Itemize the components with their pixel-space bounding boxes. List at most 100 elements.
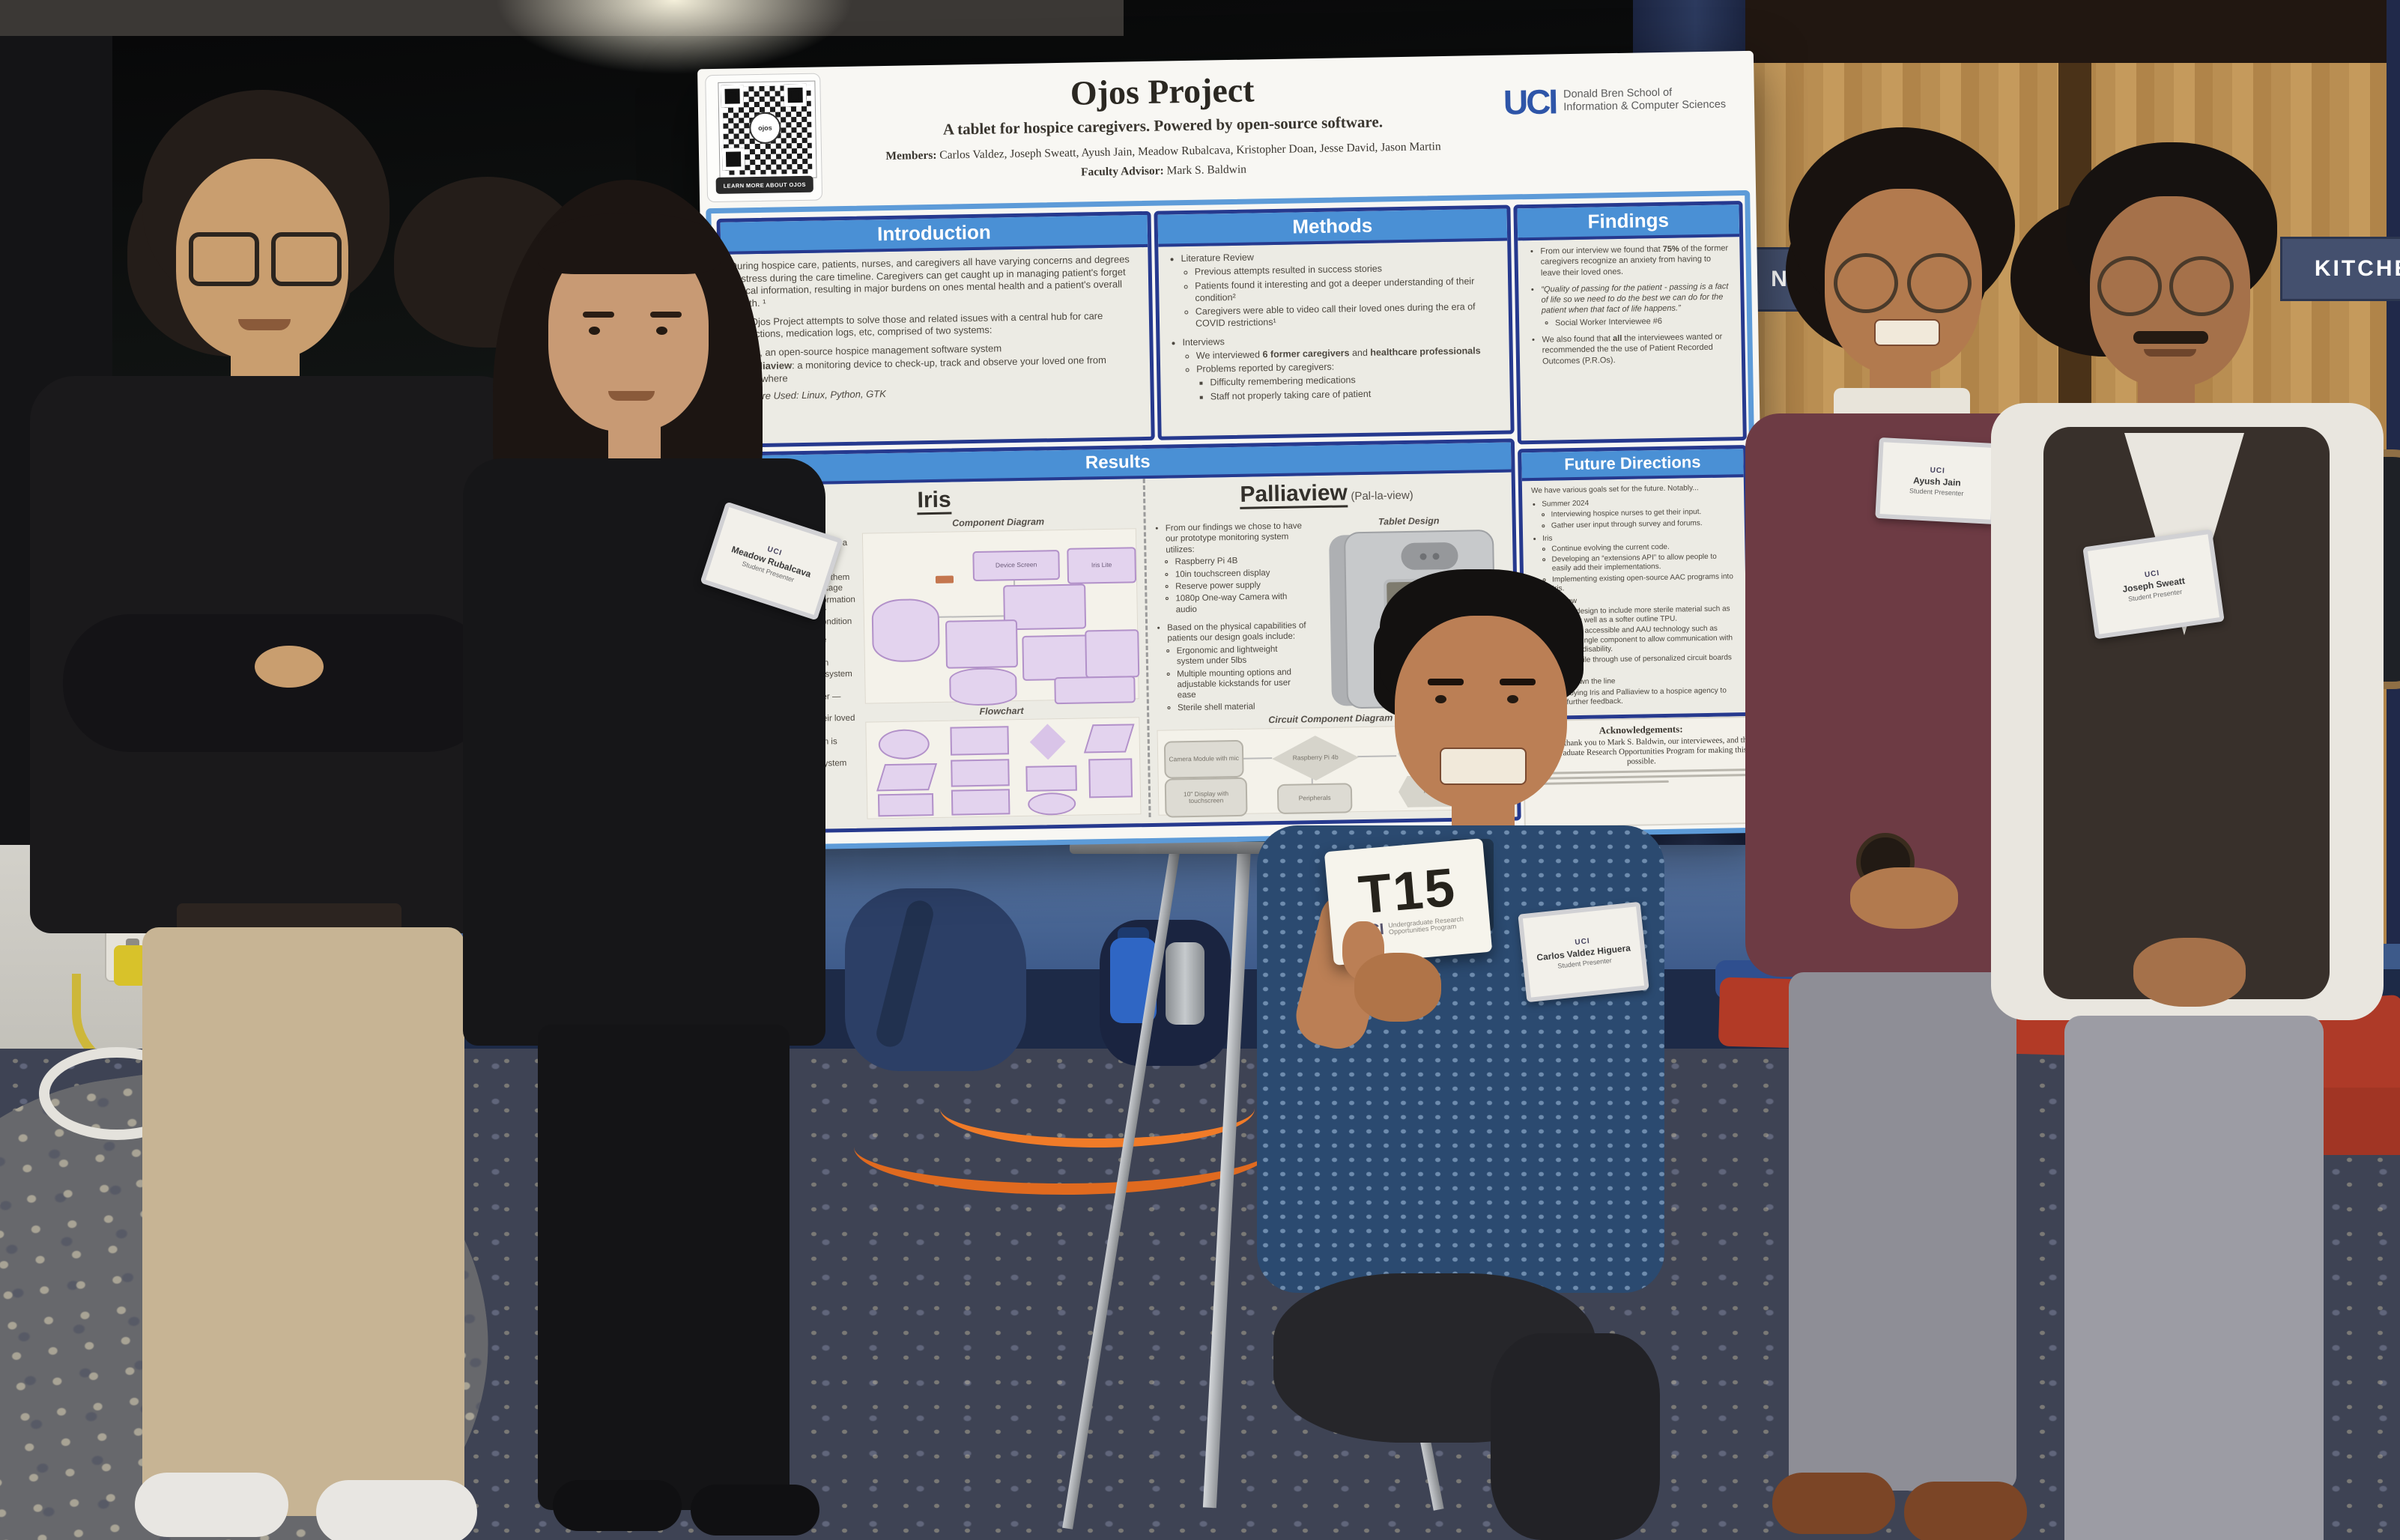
members-names: Carlos Valdez, Joseph Sweatt, Ayush Jain…	[939, 140, 1441, 162]
text-segment: and	[1349, 347, 1371, 358]
section-methods: Methods Literature Review Previous attem…	[1154, 204, 1515, 440]
belt	[177, 903, 401, 932]
diagram-node-database	[871, 598, 940, 663]
clasped-hands	[2133, 938, 2246, 1007]
palliaview-heading: Palliaview	[1240, 480, 1348, 509]
uci-logo-school: Donald Bren School of Information & Comp…	[1563, 86, 1726, 114]
uci-logo-acronym: UCI	[1503, 82, 1557, 122]
findings-body: From our interview we found that 75% of …	[1518, 237, 1742, 378]
kitchen-sign-text: KITCHEN	[2314, 256, 2400, 281]
black-shoe	[553, 1480, 682, 1531]
black-shoe	[691, 1485, 819, 1536]
future-item: Gather user input through survey and for…	[1551, 518, 1736, 530]
flowchart-shape-ellipse	[878, 729, 930, 760]
person-joseph: UCI Joseph Sweatt Student Presenter	[1978, 142, 2397, 1540]
camera-lens-dot	[1419, 552, 1427, 560]
findings-quote-source: Social Worker Interviewee #6	[1555, 315, 1732, 328]
name-tag-org: UCI	[1574, 936, 1591, 947]
methods-subitem: Caregivers were able to video call their…	[1196, 300, 1500, 330]
uci-logo: UCI Donald Bren School of Information & …	[1503, 78, 1751, 123]
glasses-lens	[2169, 256, 2234, 316]
smile	[1440, 748, 1527, 785]
methods-list: Literature Review Previous attempts resu…	[1167, 247, 1500, 403]
name-tag-org: UCI	[2144, 569, 2160, 579]
flowchart-shape-rect	[877, 793, 934, 817]
white-shoe	[135, 1473, 288, 1537]
text-bold: all	[1612, 333, 1622, 344]
mouth	[2144, 349, 2196, 357]
person-left-black-shirt	[30, 90, 524, 1540]
text-bold: 75%	[1662, 244, 1679, 254]
white-shoe	[316, 1480, 477, 1540]
person-meadow: UCI Meadow Rubalcava Student Presenter	[449, 180, 843, 1540]
diagram-node	[1085, 629, 1140, 679]
gray-pants	[2064, 1016, 2324, 1540]
clasped-hands	[1850, 867, 1958, 929]
eyebrow	[1500, 679, 1536, 685]
advisor-name: Mark S. Baldwin	[1166, 163, 1247, 178]
text-segment: We also found that	[1542, 334, 1613, 345]
findings-header: Findings	[1517, 204, 1740, 241]
name-tag-joseph: UCI Joseph Sweatt Student Presenter	[2082, 529, 2225, 640]
uci-school-line1: Donald Bren School of	[1563, 87, 1673, 101]
door-header-band	[1745, 0, 2400, 64]
hair-fringe	[538, 213, 721, 274]
mouth	[238, 319, 291, 330]
findings-quote: “Quality of passing for the patient - pa…	[1541, 281, 1732, 316]
black-pants	[538, 1025, 790, 1510]
brown-shoe	[1904, 1482, 2027, 1540]
t15-code: T15	[1356, 857, 1459, 926]
steel-water-bottle	[1166, 942, 1204, 1025]
qr-finder-square	[784, 83, 807, 107]
future-directions-header: Future Directions	[1521, 449, 1744, 482]
glasses-lens	[2097, 256, 2162, 316]
methods-sublist: We interviewed 6 former caregivers and h…	[1183, 344, 1501, 402]
backpack	[845, 888, 1026, 1071]
text-segment: We interviewed	[1196, 349, 1263, 361]
t15-program: Undergraduate Research Opportunities Pro…	[1388, 915, 1464, 937]
members-label: Members:	[885, 148, 937, 163]
moustache	[2133, 331, 2208, 344]
ojos-logo-text: ojos	[758, 124, 772, 132]
flowchart-shape-rect	[1088, 758, 1133, 798]
flowchart-shape-diamond	[1029, 724, 1066, 760]
methods-subitem: Patients found it interesting and got a …	[1195, 274, 1500, 304]
findings-item: We also found that all the interviewees …	[1542, 331, 1733, 366]
methods-sublist: Previous attempts resulted in success st…	[1181, 261, 1500, 330]
palliaview-pronunciation: (Pal-la-view)	[1351, 488, 1413, 503]
section-findings: Findings From our interview we found tha…	[1513, 201, 1747, 445]
flowchart-shape-parallelogram	[876, 763, 938, 792]
name-tag-org: UCI	[1930, 465, 1946, 476]
glasses-lens	[189, 232, 259, 286]
name-tag-carlos: UCI Carlos Valdez Higuera Student Presen…	[1518, 901, 1649, 1003]
methods-subsublist: Difficulty remembering medications Staff…	[1196, 372, 1501, 403]
smile	[1874, 319, 1940, 346]
findings-sublist: Social Worker Interviewee #6	[1542, 315, 1732, 329]
future-intro: We have various goals set for the future…	[1530, 484, 1699, 496]
kitchen-sign: KITCHEN	[2280, 237, 2400, 301]
flowchart-diagram	[865, 717, 1142, 819]
eyebrow	[1428, 679, 1464, 685]
findings-list: From our interview we found that 75% of …	[1527, 243, 1733, 367]
diagram-node-small	[935, 575, 954, 583]
diagram-node-iris-lite: Iris Lite	[1067, 547, 1137, 584]
text-bold: healthcare professionals	[1370, 345, 1481, 358]
palliaview-heading-row: Palliaview (Pal-la-view)	[1145, 479, 1509, 511]
tablet-design-caption: Tablet Design	[1378, 515, 1440, 527]
eye	[1435, 695, 1446, 703]
kneeling-leg	[1491, 1333, 1660, 1540]
tablet-camera-pill	[1401, 542, 1458, 571]
eye	[1507, 695, 1518, 703]
glasses-lens	[271, 232, 342, 286]
glasses	[189, 232, 342, 286]
hand	[1354, 953, 1441, 1022]
hand	[255, 646, 324, 688]
qr-finder-square	[721, 85, 744, 108]
eye	[656, 327, 667, 335]
text-segment: From our interview we found that	[1540, 244, 1663, 256]
name-tag-role: Student Presenter	[1909, 486, 1964, 497]
diagram-node	[1054, 676, 1136, 705]
diagram-node-database	[949, 667, 1017, 706]
person-carlos-kneeling: T15 UCI Undergraduate Research Opportuni…	[1169, 569, 1738, 1540]
